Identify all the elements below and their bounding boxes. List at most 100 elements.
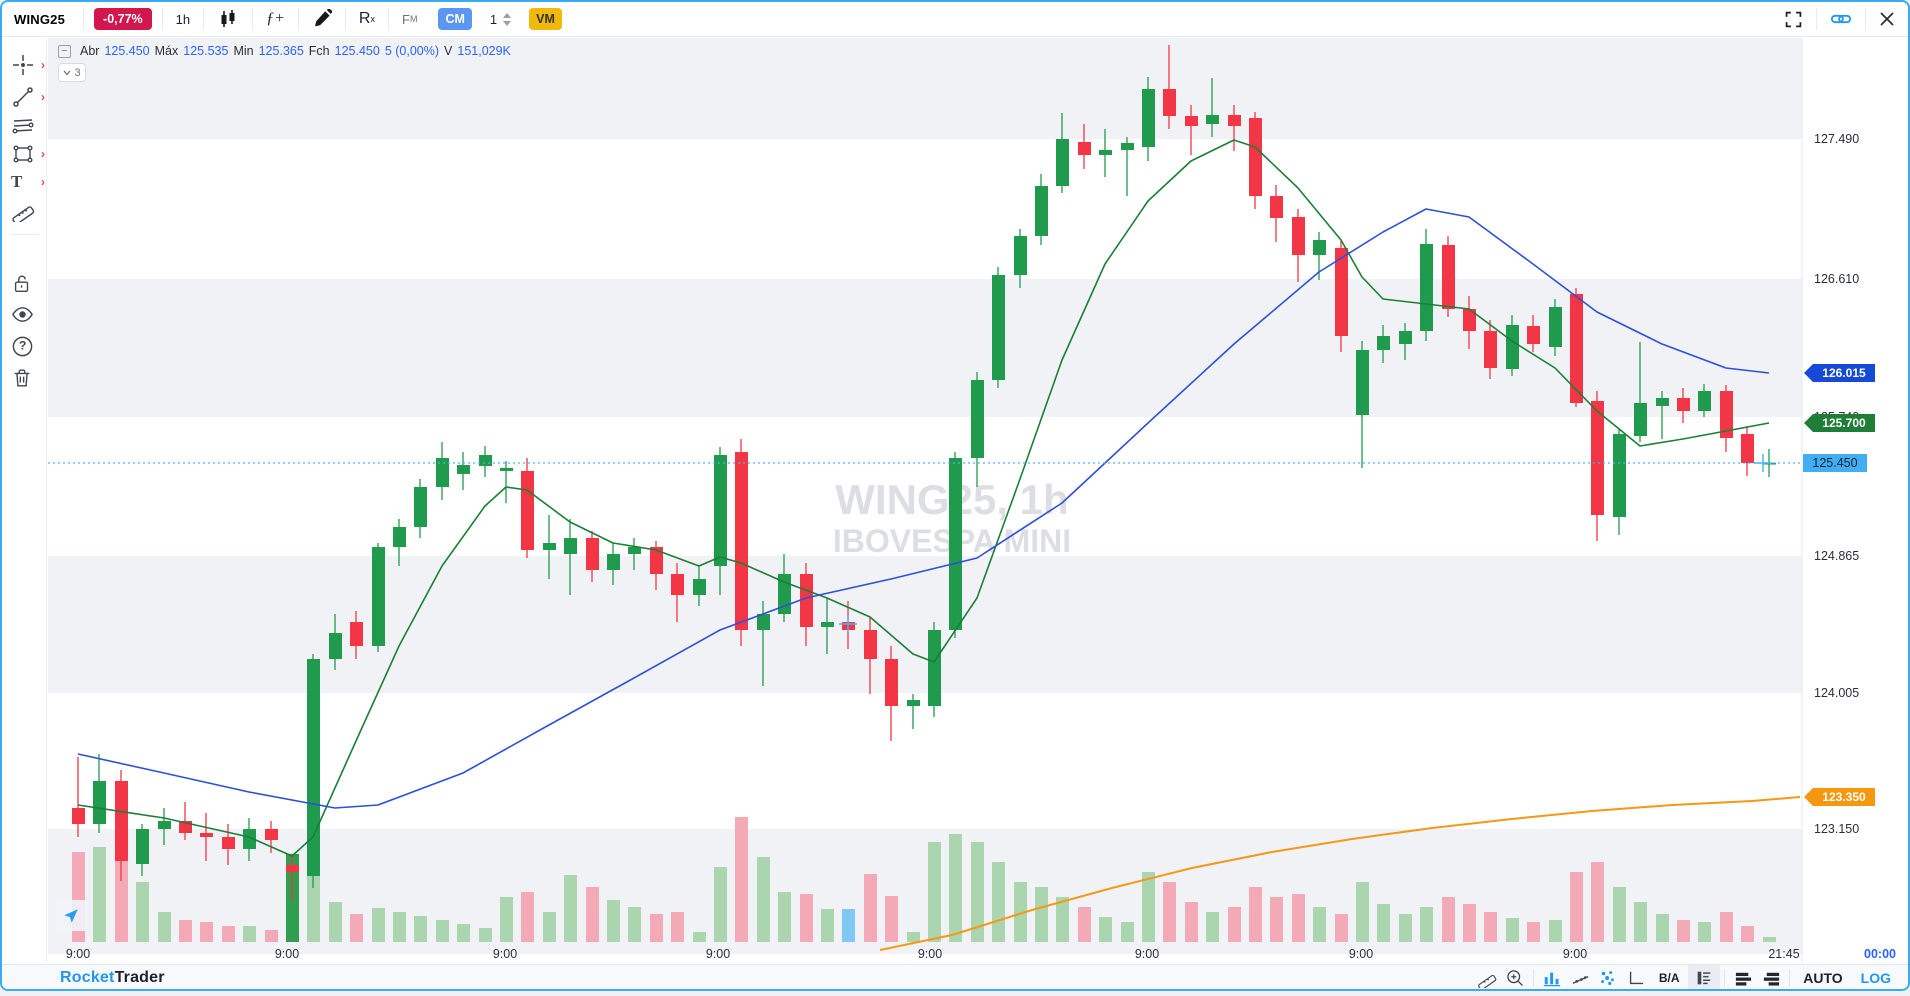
candle-body: [1228, 115, 1241, 126]
zoom-in-button[interactable]: [1501, 965, 1529, 990]
parallel-lines-tool[interactable]: [2, 113, 47, 141]
axis-scale-button[interactable]: [1622, 965, 1650, 990]
candle-body: [136, 829, 149, 864]
candle-body: [307, 659, 320, 876]
volume-bar: [949, 834, 962, 942]
volume-bar: [1228, 907, 1241, 942]
pencil-icon: [314, 9, 332, 27]
hide-drawings-tool[interactable]: [2, 300, 47, 328]
volume-bar: [842, 909, 855, 942]
vm-badge-button[interactable]: VM: [529, 8, 562, 30]
candle-body: [628, 547, 641, 554]
indicators-button[interactable]: ƒ+: [266, 10, 285, 27]
parallel-lines-icon: [12, 119, 34, 134]
volume-bar: [564, 875, 577, 942]
lock-tool[interactable]: [2, 270, 47, 298]
timeframe-button[interactable]: 1h: [175, 11, 191, 27]
measure-button[interactable]: [1473, 965, 1501, 990]
volume-bar: [607, 900, 620, 942]
volume-bar: [1484, 912, 1497, 942]
log-scale-button[interactable]: LOG: [1860, 970, 1891, 986]
ruler-icon: [12, 206, 35, 222]
volume-bar: [393, 912, 406, 942]
draw-button[interactable]: [299, 2, 345, 37]
candle-body: [414, 487, 427, 527]
candle-body: [650, 547, 663, 574]
symbol-label[interactable]: WING25: [14, 11, 66, 27]
quantity-stepper[interactable]: [501, 12, 519, 26]
candle-body: [864, 630, 877, 659]
close-button[interactable]: [1866, 2, 1908, 37]
volume-bar: [1206, 912, 1219, 942]
separator: [344, 8, 346, 30]
link-button[interactable]: [1817, 2, 1865, 37]
candle-body: [693, 579, 706, 595]
price-axis-panel[interactable]: [1802, 38, 1908, 964]
candle-body: [1249, 118, 1262, 196]
candle-body: [200, 833, 213, 837]
volume-bar: [1634, 902, 1647, 942]
objects-count-button[interactable]: 3: [58, 63, 86, 82]
chevron-right-icon[interactable]: ›: [41, 90, 45, 104]
volume-bar: [136, 882, 149, 942]
volume-bar: [543, 912, 556, 942]
candle-body: [907, 700, 920, 706]
candle-body: [1613, 434, 1626, 517]
quantity-value[interactable]: 1: [489, 11, 498, 27]
ruler-tool[interactable]: [2, 196, 47, 224]
candle-body: [757, 614, 770, 630]
orders-button[interactable]: [1757, 965, 1785, 990]
fullscreen-icon: [1785, 11, 1802, 27]
volume-panel-button[interactable]: [1538, 965, 1566, 990]
volume-bar: [457, 924, 470, 942]
go-to-realtime-button[interactable]: [52, 900, 89, 931]
times-and-sales-button[interactable]: [1566, 965, 1594, 990]
rectangle-tool[interactable]: ›: [2, 140, 47, 168]
volume-bar: [1121, 922, 1134, 942]
separator: [252, 8, 254, 30]
chevron-right-icon[interactable]: ›: [41, 175, 45, 189]
ohlc-value: 125.365: [258, 44, 304, 58]
volume-bar: [971, 842, 984, 942]
positions-button[interactable]: [1729, 965, 1757, 990]
book-button[interactable]: [1688, 964, 1721, 989]
step-up-icon[interactable]: [503, 12, 512, 18]
volume-bar: [1035, 887, 1048, 942]
candle-body: [1420, 244, 1433, 331]
cm-badge-button[interactable]: CM: [438, 8, 472, 30]
candle-body: [671, 574, 684, 595]
step-down-icon[interactable]: [503, 20, 512, 26]
fullscreen-button[interactable]: [1771, 2, 1816, 37]
divider: [1533, 969, 1535, 987]
volume-bar: [778, 892, 791, 942]
trendline-tool[interactable]: ›: [2, 83, 47, 111]
navigation-arrow-icon: [63, 908, 78, 923]
candle-body: [1356, 350, 1369, 415]
chevron-right-icon[interactable]: ›: [41, 58, 45, 72]
candle-body: [949, 458, 962, 630]
change-percent-badge[interactable]: -0,77%: [94, 8, 152, 30]
text-tool[interactable]: T ›: [2, 168, 47, 196]
divider: [1789, 969, 1791, 987]
heatmap-button[interactable]: [1594, 965, 1622, 990]
auto-scale-button[interactable]: AUTO: [1803, 970, 1843, 986]
bid-ask-button[interactable]: B/A: [1658, 971, 1680, 985]
time-axis-label: 9:00: [1563, 947, 1587, 961]
separator: [83, 8, 85, 30]
candle-body: [1463, 309, 1476, 331]
crosshair-tool[interactable]: ›: [2, 51, 47, 79]
volume-bar: [1656, 914, 1669, 942]
divider: [1724, 969, 1726, 987]
collapse-icon[interactable]: −: [58, 44, 71, 58]
candle-body: [714, 455, 727, 566]
delete-tool[interactable]: [2, 364, 47, 392]
chevron-right-icon[interactable]: ›: [41, 147, 45, 161]
candlestick-style-button[interactable]: [204, 2, 252, 37]
ohlc-label: Fch: [308, 44, 330, 58]
help-tool[interactable]: ?: [2, 332, 47, 360]
volume-bar: [1442, 897, 1455, 942]
